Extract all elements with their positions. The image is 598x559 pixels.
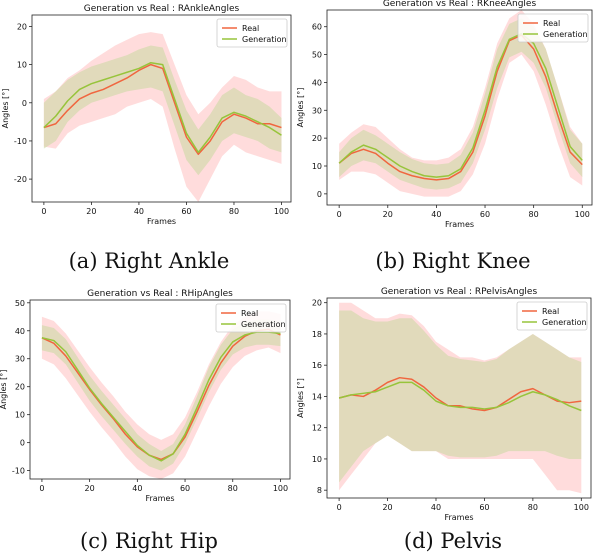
legend-label: Real	[542, 307, 559, 316]
y-tick-label: 40	[312, 78, 322, 87]
y-tick-label: 16	[312, 361, 322, 370]
chart-panel-2: 0 20 40 60 80 100 -10 0 10 20 30 40 50 Generation vs …	[0, 289, 290, 553]
x-tick-label: 40	[431, 503, 441, 512]
y-tick-label: 10	[312, 162, 322, 171]
y-tick-label: 40	[15, 327, 25, 336]
x-tick-label: 20	[86, 207, 96, 216]
x-axis-label: Frames	[147, 217, 176, 226]
band-group	[339, 303, 581, 494]
x-tick-label: 0	[39, 484, 44, 493]
chart-title: Generation vs Real : RKneeAngles	[383, 0, 537, 9]
chart-panel-1: 0 20 40 60 80 100 0 10 20 30 40 50 60 Generation vs R…	[296, 0, 592, 273]
x-tick-label: 80	[528, 503, 538, 512]
x-tick-label: 40	[132, 484, 142, 493]
x-tick-label: 0	[337, 503, 342, 512]
x-tick-label: 100	[575, 210, 590, 219]
y-tick-label: 10	[312, 455, 322, 464]
legend: Real Generation	[517, 302, 587, 330]
y-tick-label: 0	[317, 190, 322, 199]
subfigure-caption: (c) Right Hip	[80, 529, 218, 553]
legend-label: Generation	[242, 35, 287, 44]
y-tick-label: 50	[312, 51, 322, 60]
y-axis-label: Angles [°]	[296, 378, 305, 418]
legend: Real Generation	[216, 304, 286, 332]
y-tick-label: 10	[15, 411, 25, 420]
subfigure-caption: (d) Pelvis	[404, 529, 502, 553]
x-tick-label: 40	[431, 210, 441, 219]
band-group	[44, 32, 282, 202]
y-tick-label: 30	[312, 106, 322, 115]
y-tick-label: 0	[22, 99, 27, 108]
y-axis-label: Angles [°]	[296, 88, 305, 128]
y-tick-label: 12	[312, 424, 322, 433]
x-tick-label: 100	[274, 207, 289, 216]
x-tick-label: 60	[479, 503, 489, 512]
chart-title: Generation vs Real : RAnkleAngles	[84, 4, 240, 14]
chart-panel-0: 0 20 40 60 80 100 -20 -10 0 10 20 Generation vs Rea…	[1, 4, 291, 273]
chart-title: Generation vs Real : RPelvisAngles	[381, 287, 538, 297]
y-axis-label: Angles [°]	[1, 89, 10, 129]
x-tick-label: 80	[529, 210, 539, 219]
x-axis-label: Frames	[445, 220, 474, 229]
x-tick-label: 100	[273, 484, 288, 493]
y-tick-label: -20	[14, 175, 27, 184]
x-tick-label: 0	[337, 210, 342, 219]
legend-label: Generation	[543, 30, 588, 39]
y-tick-label: -10	[12, 467, 25, 476]
x-tick-label: 80	[229, 207, 239, 216]
y-tick-label: 50	[15, 299, 25, 308]
x-tick-label: 80	[228, 484, 238, 493]
y-tick-label: 60	[312, 23, 322, 32]
y-tick-label: 30	[15, 355, 25, 364]
legend-label: Generation	[542, 318, 587, 327]
subfigure-caption: (b) Right Knee	[375, 249, 530, 273]
x-axis-label: Frames	[444, 513, 473, 522]
chart-panel-3: 0 20 40 60 80 100 8 10 12 14 16 18 20 Generation vs R…	[296, 287, 591, 553]
x-tick-label: 100	[574, 503, 589, 512]
legend: Real Generation	[518, 14, 588, 42]
y-tick-label: 20	[312, 299, 322, 308]
y-tick-label: 18	[312, 330, 322, 339]
x-tick-label: 60	[181, 207, 191, 216]
x-tick-label: 0	[41, 207, 46, 216]
y-tick-label: 14	[312, 392, 322, 401]
legend-label: Real	[242, 24, 259, 33]
subfigure-caption: (a) Right Ankle	[69, 249, 230, 273]
x-tick-label: 60	[180, 484, 190, 493]
y-tick-label: 20	[17, 22, 27, 31]
x-tick-label: 20	[383, 210, 393, 219]
x-axis-label: Frames	[145, 494, 174, 503]
legend-label: Real	[543, 19, 560, 28]
y-tick-label: 10	[17, 61, 27, 70]
x-tick-label: 60	[480, 210, 490, 219]
y-tick-label: 8	[317, 486, 322, 495]
x-tick-label: 20	[382, 503, 392, 512]
y-tick-label: 0	[20, 439, 25, 448]
y-tick-label: -10	[14, 137, 27, 146]
y-tick-label: 20	[312, 134, 322, 143]
y-tick-label: 20	[15, 383, 25, 392]
chart-title: Generation vs Real : RHipAngles	[87, 289, 233, 299]
legend: Real Generation	[217, 19, 287, 47]
x-tick-label: 40	[134, 207, 144, 216]
legend-label: Real	[241, 309, 258, 318]
y-axis-label: Angles [°]	[0, 370, 8, 410]
x-tick-label: 20	[85, 484, 95, 493]
legend-label: Generation	[241, 320, 286, 329]
